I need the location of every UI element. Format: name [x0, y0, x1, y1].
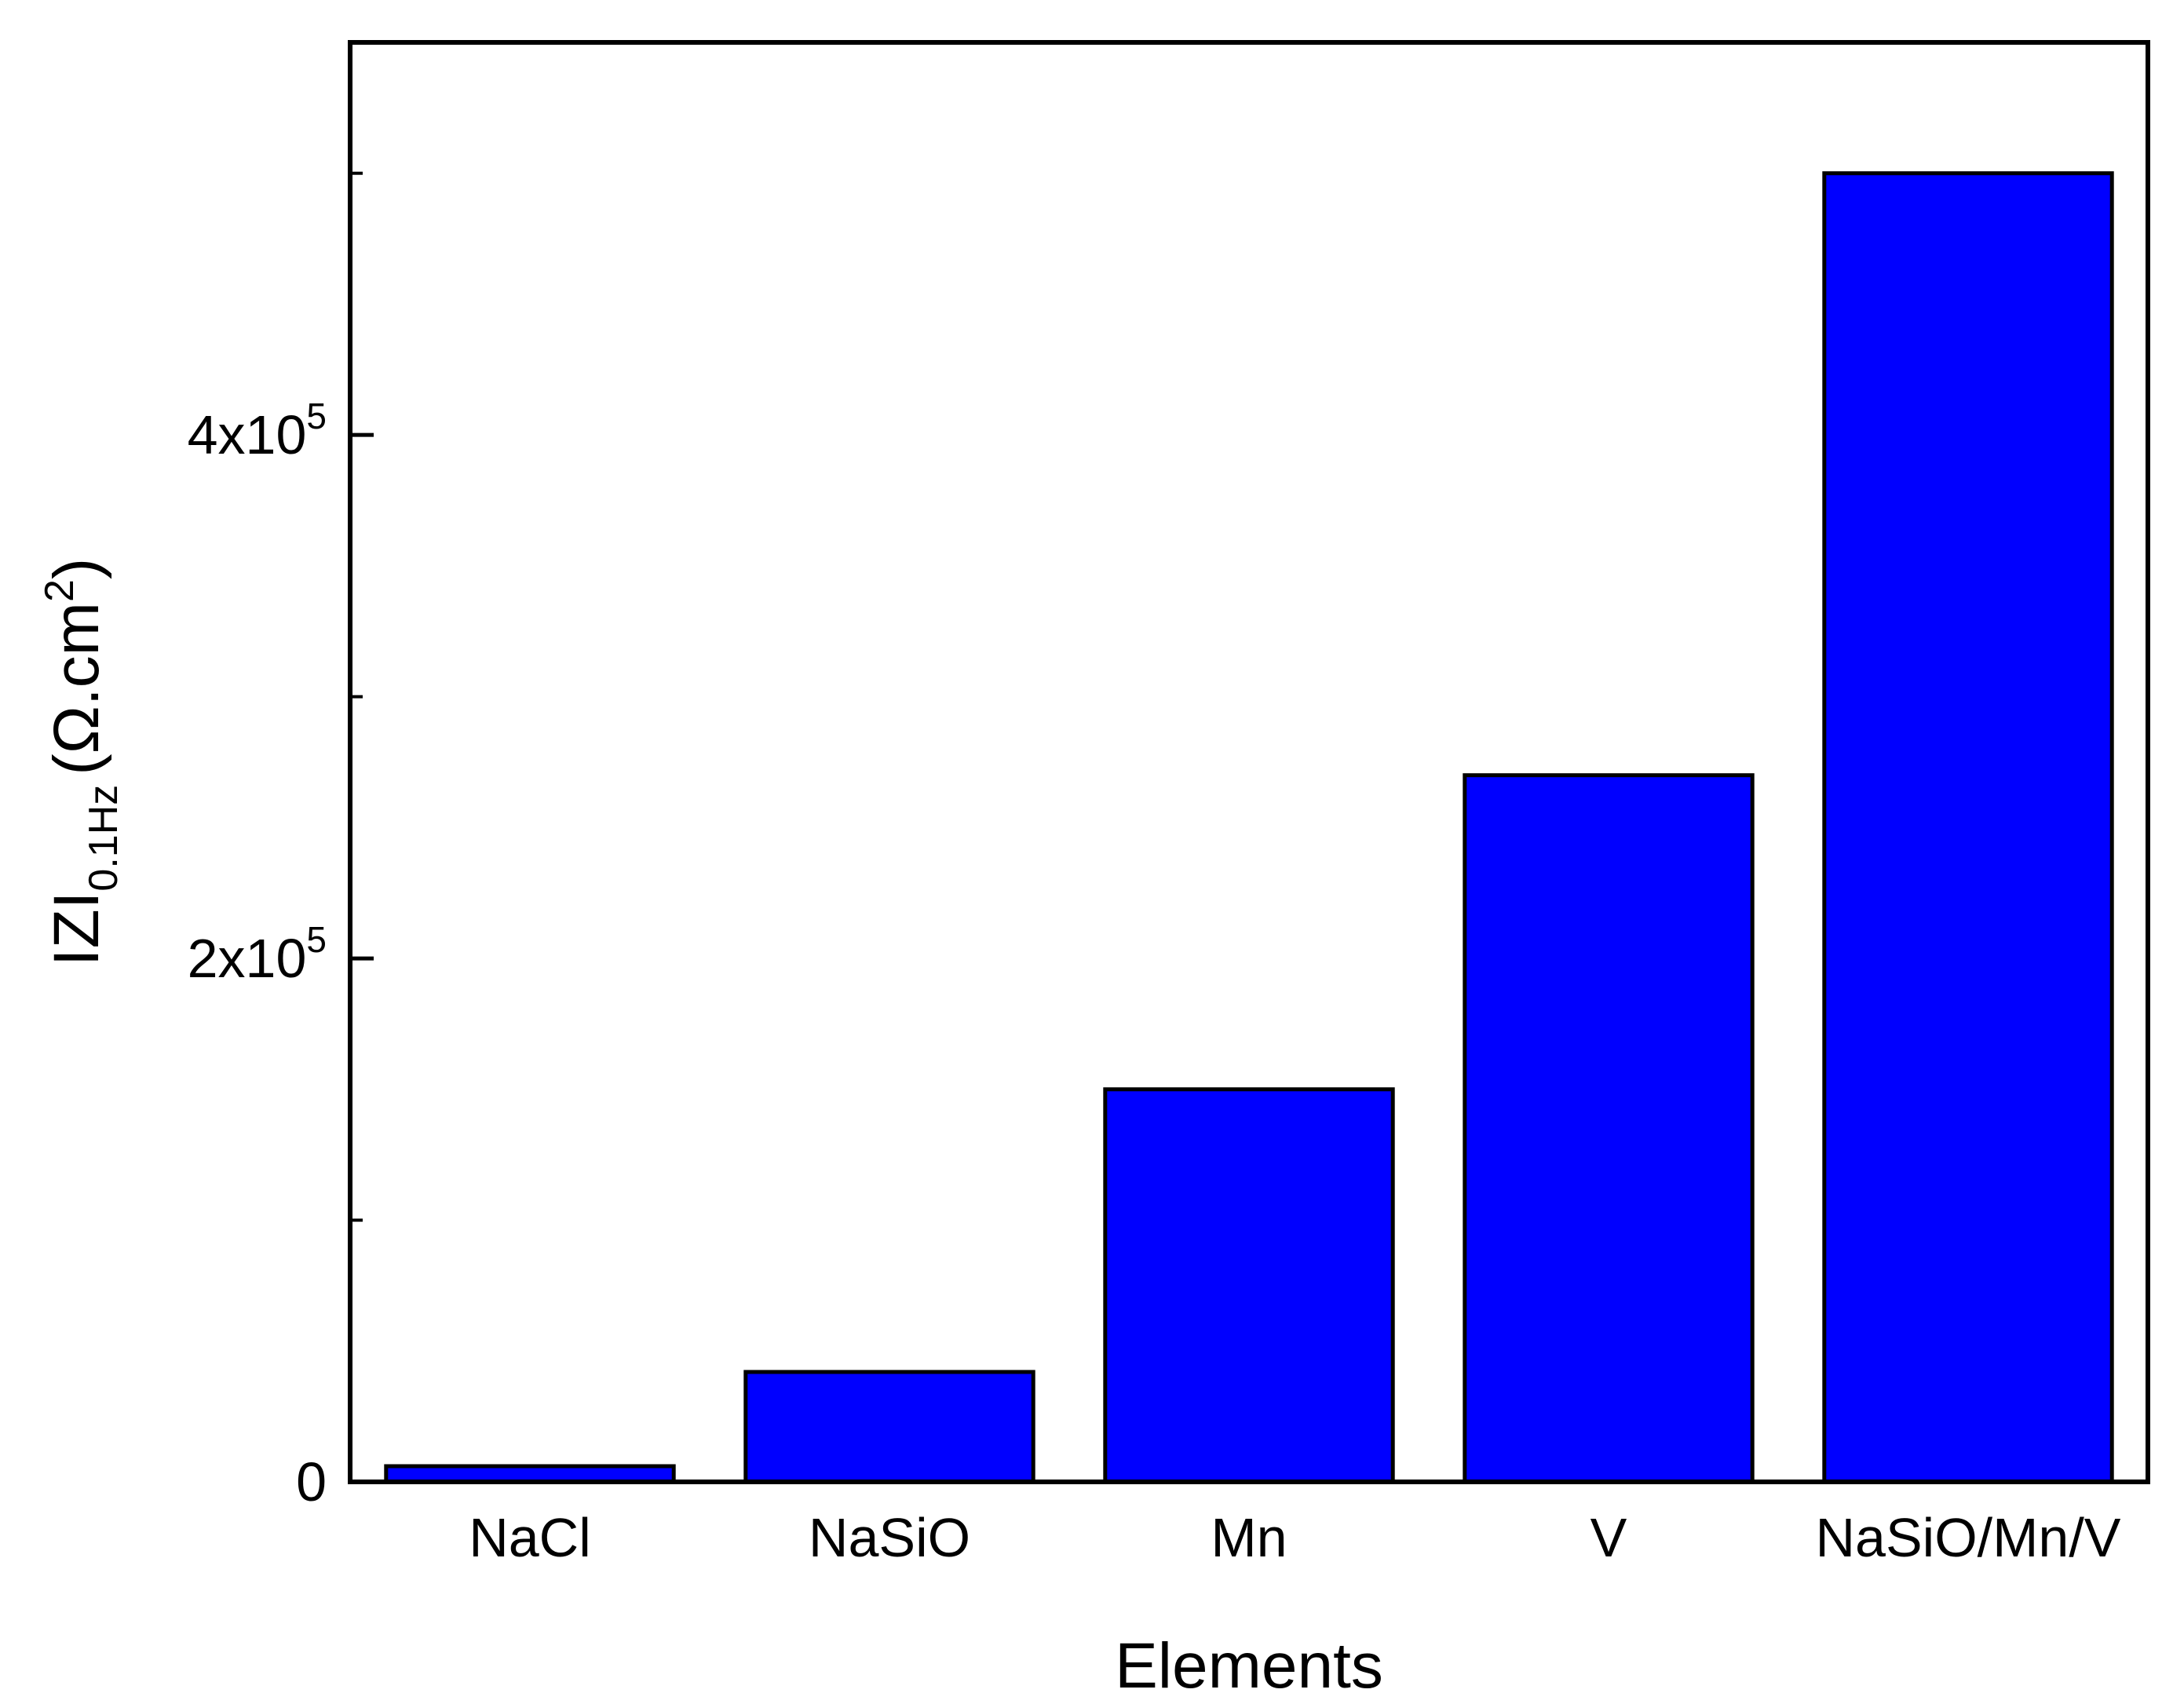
x-tick-label: NaSiO: [809, 1507, 970, 1568]
y-axis-title-unit-close: ): [41, 558, 112, 579]
plot-frame: [348, 40, 2150, 1484]
bar-nasio-mn-v: [1822, 171, 2114, 1484]
x-axis-ticks: NaCl NaSiO Mn V NaSiO/Mn/V: [469, 1507, 2121, 1568]
bar-nasio: [743, 1370, 1035, 1484]
bar-mn: [1103, 1087, 1395, 1484]
y-axis-ticks: 0 2x105 4x105: [188, 171, 374, 1512]
x-tick-label: Mn: [1211, 1507, 1287, 1568]
y-axis-title-unit: (Ω.cm: [41, 602, 112, 775]
y-axis-title-subscript: 0.1Hz: [81, 785, 126, 892]
y-tick-label: 0: [296, 1451, 327, 1512]
y-tick-label: 4x105: [188, 396, 327, 465]
x-axis-title: Elements: [1115, 1630, 1383, 1702]
x-tick-label: V: [1591, 1507, 1627, 1568]
y-axis-title: IZI0.1Hz (Ω.cm2): [37, 558, 126, 966]
y-axis-title-unit-superscript: 2: [37, 579, 82, 602]
x-tick-label: NaSiO/Mn/V: [1816, 1507, 2121, 1568]
bars-group: [384, 171, 2114, 1484]
y-tick-label: 2x105: [188, 919, 327, 989]
x-tick-label: NaCl: [469, 1507, 591, 1568]
bar-nacl: [384, 1464, 676, 1484]
y-axis-title-main: IZI: [41, 892, 112, 967]
bar-v: [1463, 773, 1755, 1484]
